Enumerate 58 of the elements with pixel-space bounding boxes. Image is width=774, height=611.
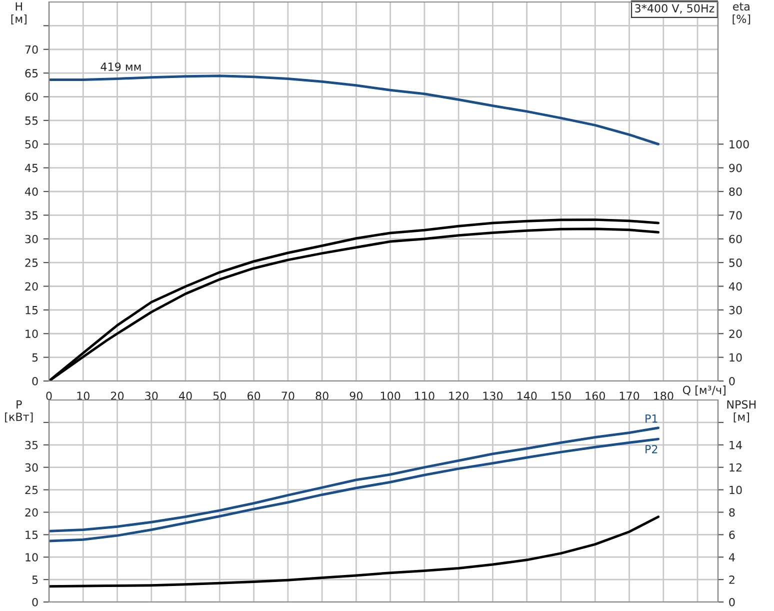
y2-tick-label: 4 (728, 553, 735, 562)
y2-tick-label: 50 (729, 258, 742, 267)
y-tick-label: 60 (25, 92, 38, 102)
y2-tick-label: 60 (729, 234, 742, 244)
y-tick-label: 15 (26, 530, 38, 540)
y-tick-label: 45 (24, 164, 38, 172)
y2-tick-label: 12 (730, 463, 742, 472)
y-tick-label: 20 (25, 508, 38, 517)
y-tick-label: 35 (25, 440, 38, 450)
x-tick-label: 70 (282, 392, 294, 400)
y-axis-title: P [кВт] (5, 400, 33, 422)
y-tick-label: 25 (25, 258, 38, 267)
y2-tick-label: 20 (729, 330, 742, 338)
x-tick-label: 40 (179, 392, 192, 400)
y2-tick-label: 100 (730, 140, 749, 149)
line-series (49, 438, 660, 542)
y-tick-label: 25 (25, 486, 38, 494)
y2-axis-title: NPSH [м] (727, 400, 756, 422)
y2-tick-label: 30 (729, 306, 742, 314)
series-label: P1 (646, 414, 658, 423)
y2-tick-label: 14 (730, 441, 742, 450)
y-tick-label: 30 (25, 463, 38, 472)
y-tick-label: 55 (25, 116, 38, 125)
y-tick-label: 65 (25, 69, 38, 78)
line-series (49, 74, 660, 146)
y2-tick-label: 8 (729, 508, 735, 517)
y2-tick-label: 90 (729, 164, 742, 172)
y-tick-label: 70 (25, 45, 38, 54)
y-tick-label: 35 (25, 211, 38, 220)
y2-tick-label: 80 (729, 187, 742, 196)
y2-tick-label: 70 (729, 211, 742, 220)
y2-tick-label: 2 (729, 576, 734, 584)
y-tick-label: 50 (25, 140, 38, 149)
y-tick-label: 0 (32, 598, 38, 606)
y-tick-label: 0 (32, 376, 38, 386)
y2-tick-label: 0 (729, 376, 735, 386)
y2-tick-label: 6 (729, 530, 735, 540)
y2-tick-label: 0 (729, 598, 735, 606)
x-axis-title: Q [м³/ч] (682, 386, 726, 396)
y2-tick-label: 40 (728, 282, 742, 291)
y2-axis-title: eta [%] (732, 2, 750, 24)
line-series (49, 516, 660, 588)
series-label: P2 (646, 444, 658, 454)
annotation: 3*400 V, 50Hz (635, 4, 714, 14)
y-tick-label: 10 (26, 330, 38, 338)
x-tick-label: 0 (46, 392, 52, 400)
annotation: 419 мм (100, 62, 141, 71)
y-tick-label: 5 (32, 353, 38, 362)
y-tick-label: 15 (26, 306, 38, 314)
y2-tick-label: 10 (730, 486, 742, 494)
y2-tick-label: 10 (730, 353, 742, 362)
y-tick-label: 10 (26, 553, 38, 562)
line-series (49, 426, 660, 532)
y-tick-label: 20 (25, 282, 38, 291)
y-axis-title: H [м] (11, 2, 26, 24)
y-tick-label: 5 (32, 576, 38, 584)
y-tick-label: 40 (24, 187, 38, 196)
y-tick-label: 30 (25, 234, 38, 244)
